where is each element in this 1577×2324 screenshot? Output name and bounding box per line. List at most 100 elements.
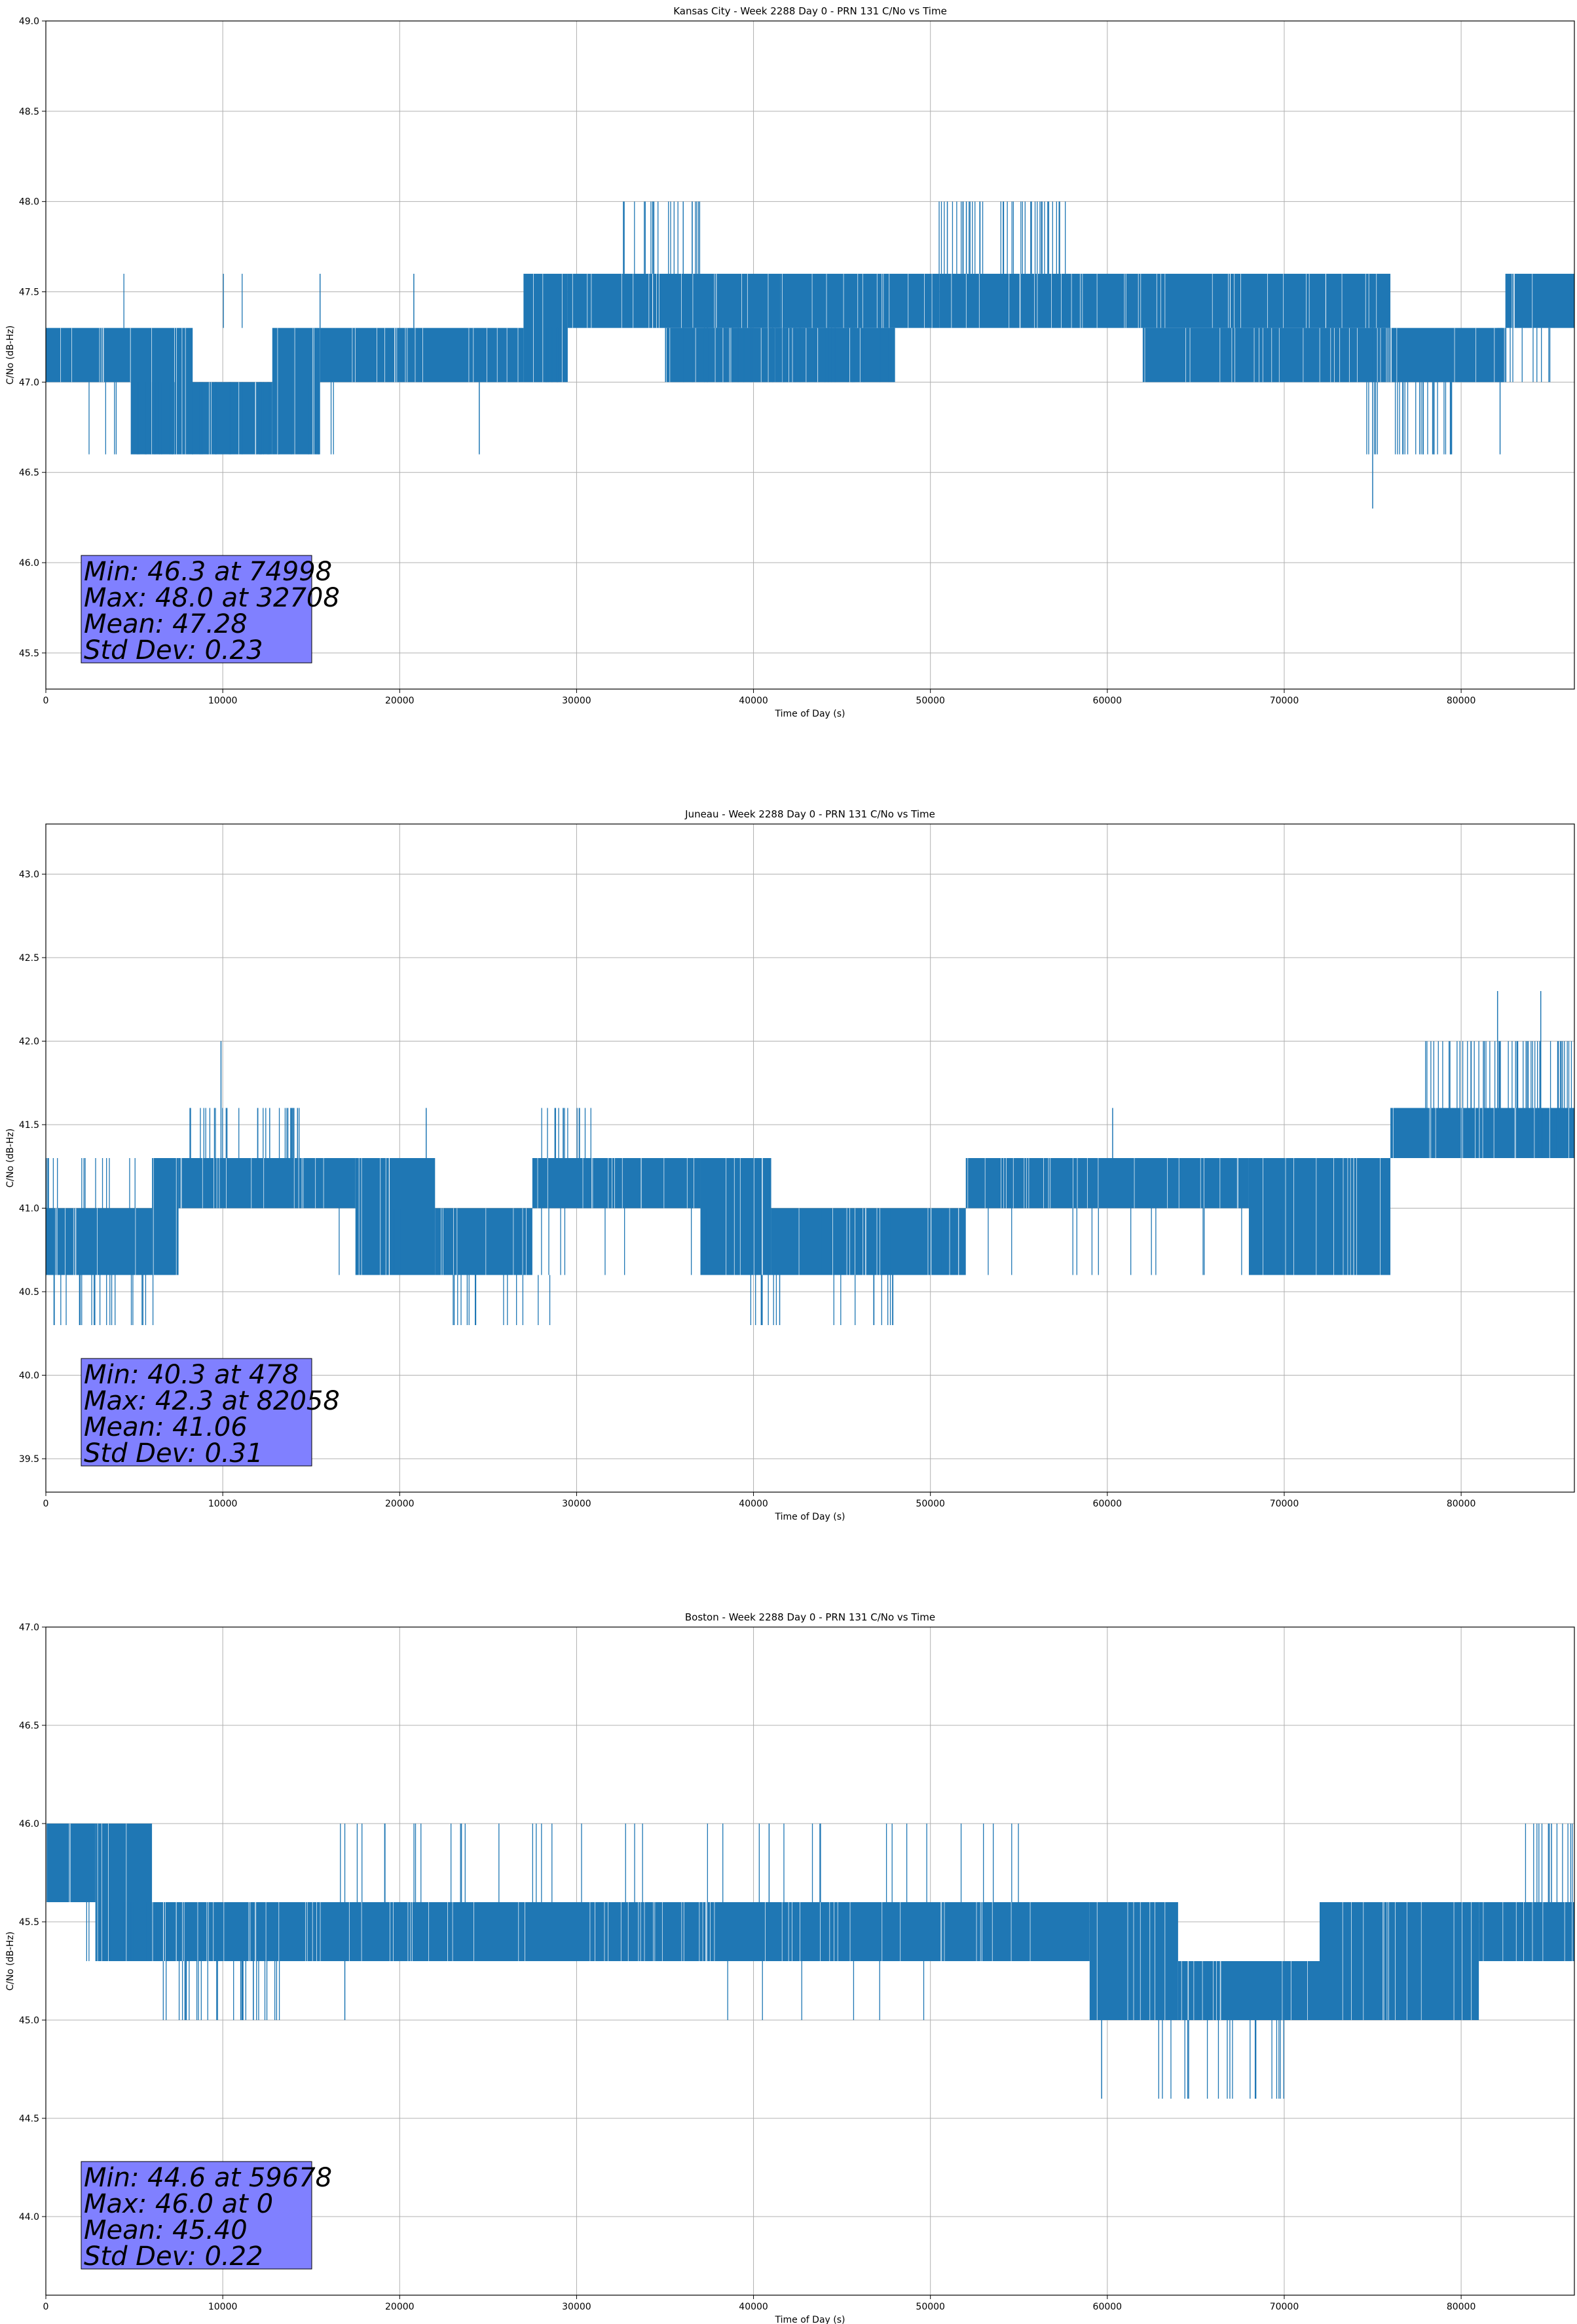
- series-band: [567, 273, 781, 328]
- y-tick-label: 49.0: [19, 16, 39, 27]
- series-band: [46, 1824, 96, 1902]
- series-band: [1178, 1961, 1320, 2020]
- series-band: [700, 1158, 771, 1275]
- stats-line: Max: 48.0 at 32708: [84, 583, 340, 613]
- x-tick-label: 10000: [208, 1499, 238, 1509]
- stats-line: Std Dev: 0.31: [84, 1438, 263, 1469]
- stats-box-background: [81, 555, 312, 664]
- x-tick-label: 60000: [1093, 696, 1122, 706]
- x-tick-label: 50000: [916, 2302, 945, 2312]
- series-line: [45, 1824, 1574, 2099]
- stats-box-background: [81, 2161, 312, 2270]
- series-line: [46, 201, 1574, 509]
- x-tick-label: 30000: [562, 2302, 591, 2312]
- y-tick-label: 47.0: [19, 1622, 39, 1633]
- x-tick-label: 70000: [1270, 1499, 1299, 1509]
- stats-line: Min: 40.3 at 478: [84, 1360, 299, 1390]
- x-axis-label: Time of Day (s): [775, 709, 845, 719]
- y-axis-label: C/No (dB-Hz): [5, 1932, 16, 1991]
- series-band: [320, 328, 524, 383]
- x-tick-label: 20000: [385, 696, 415, 706]
- x-tick-label: 0: [43, 696, 49, 706]
- series-band: [1390, 1108, 1479, 1158]
- stats-line: Min: 46.3 at 74998: [84, 557, 332, 587]
- x-axis-label: Time of Day (s): [775, 2315, 845, 2324]
- x-tick-label: 30000: [562, 696, 591, 706]
- y-tick-label: 43.0: [19, 870, 39, 880]
- series-band: [152, 1158, 179, 1275]
- x-tick-label: 50000: [916, 696, 945, 706]
- series-band: [1266, 273, 1391, 328]
- chart-panel-2: Boston - Week 2288 Day 0 - PRN 131 C/No …: [5, 1611, 1575, 2324]
- series-band: [1142, 328, 1506, 383]
- stats-line: Mean: 45.40: [84, 2215, 248, 2245]
- x-tick-label: 80000: [1447, 696, 1476, 706]
- series-band: [1248, 1158, 1391, 1275]
- series-line: [46, 991, 1574, 1325]
- stats-line: Mean: 41.06: [84, 1412, 248, 1442]
- series-band: [939, 273, 1081, 328]
- x-tick-label: 0: [43, 1499, 49, 1509]
- y-tick-label: 40.5: [19, 1287, 39, 1298]
- y-tick-label: 46.0: [19, 558, 39, 569]
- x-tick-label: 40000: [739, 1499, 768, 1509]
- x-tick-label: 30000: [562, 1499, 591, 1509]
- chart-title: Kansas City - Week 2288 Day 0 - PRN 131 …: [673, 5, 947, 17]
- axes-frame: [45, 20, 1575, 690]
- y-tick-label: 46.0: [19, 1819, 39, 1829]
- x-tick-label: 40000: [739, 696, 768, 706]
- series-band: [178, 1158, 356, 1209]
- series-band: [435, 1208, 532, 1275]
- series-band: [46, 1208, 153, 1275]
- y-axis-label: C/No (dB-Hz): [5, 326, 16, 384]
- x-tick-label: 10000: [208, 696, 238, 706]
- series-band: [532, 1158, 701, 1209]
- series-band: [272, 328, 320, 455]
- series-band: [665, 328, 895, 383]
- y-tick-label: 44.5: [19, 2114, 39, 2124]
- series-band: [1505, 273, 1574, 328]
- y-tick-label: 41.5: [19, 1120, 39, 1131]
- y-tick-label: 48.5: [19, 107, 39, 117]
- y-tick-label: 45.5: [19, 648, 39, 659]
- y-tick-label: 39.5: [19, 1454, 39, 1465]
- y-tick-label: 47.0: [19, 377, 39, 388]
- chart-title: Boston - Week 2288 Day 0 - PRN 131 C/No …: [685, 1611, 935, 1623]
- y-tick-label: 45.0: [19, 2015, 39, 2026]
- series-band: [193, 382, 272, 455]
- stats-line: Max: 42.3 at 82058: [84, 1386, 340, 1416]
- x-tick-label: 10000: [208, 2302, 238, 2312]
- series-band: [1479, 1108, 1574, 1158]
- y-tick-label: 44.0: [19, 2212, 39, 2222]
- stats-box-background: [81, 1358, 312, 1467]
- series-band: [771, 1208, 966, 1275]
- x-tick-label: 60000: [1093, 1499, 1122, 1509]
- x-tick-label: 50000: [916, 1499, 945, 1509]
- y-tick-label: 47.5: [19, 288, 39, 298]
- y-axis-label: C/No (dB-Hz): [5, 1129, 16, 1188]
- chart-panel-0: Kansas City - Week 2288 Day 0 - PRN 131 …: [5, 5, 1575, 719]
- axes-frame: [45, 823, 1575, 1493]
- y-tick-label: 40.0: [19, 1371, 39, 1381]
- x-tick-label: 70000: [1270, 696, 1299, 706]
- chart-panel-1: Juneau - Week 2288 Day 0 - PRN 131 C/No …: [5, 808, 1575, 1522]
- y-tick-label: 46.5: [19, 1721, 39, 1731]
- x-tick-label: 80000: [1447, 2302, 1476, 2312]
- chart-title: Juneau - Week 2288 Day 0 - PRN 131 C/No …: [684, 808, 935, 820]
- x-tick-label: 20000: [385, 2302, 415, 2312]
- series-band: [46, 328, 131, 383]
- x-tick-label: 70000: [1270, 2302, 1299, 2312]
- x-tick-label: 80000: [1447, 1499, 1476, 1509]
- series-band: [1081, 273, 1267, 328]
- x-axis-label: Time of Day (s): [775, 1512, 845, 1522]
- x-tick-label: 0: [43, 2302, 49, 2312]
- series-band: [780, 273, 940, 328]
- y-tick-label: 42.0: [19, 1037, 39, 1047]
- y-tick-label: 42.5: [19, 953, 39, 964]
- y-tick-label: 46.5: [19, 468, 39, 478]
- series-band: [1479, 1902, 1574, 1961]
- y-tick-label: 41.0: [19, 1204, 39, 1214]
